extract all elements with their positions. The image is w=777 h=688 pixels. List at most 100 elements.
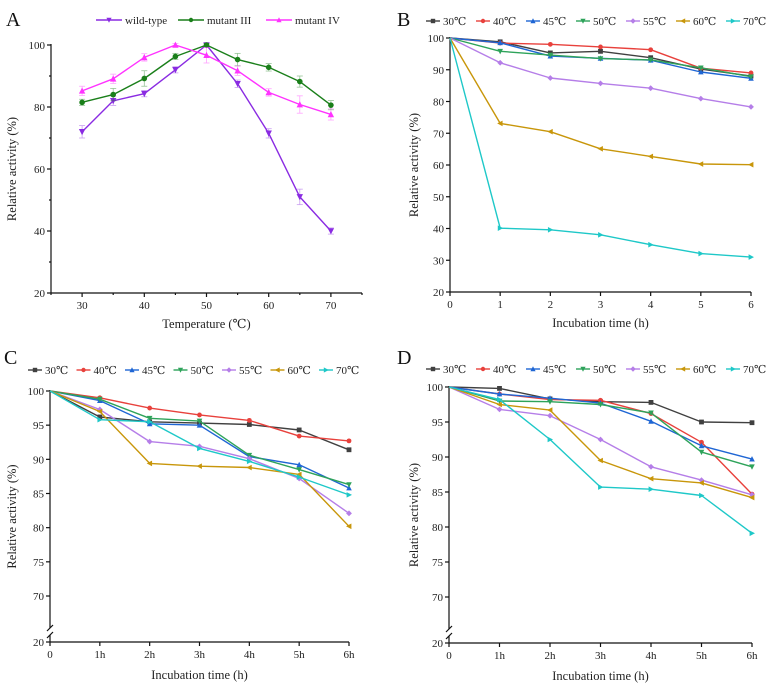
data-point: [79, 99, 85, 106]
data-point: [246, 422, 252, 427]
legend-label: 50℃: [191, 365, 214, 377]
y-tick-label: 20: [433, 287, 445, 299]
legend-marker: [630, 366, 636, 372]
data-point: [749, 456, 755, 462]
data-point: [147, 405, 153, 411]
y-axis-title: Relative activity (%): [407, 113, 421, 217]
series-50-: [49, 390, 352, 488]
x-tick-label: 6h: [747, 650, 759, 662]
data-point: [597, 436, 604, 443]
data-point: [496, 391, 503, 397]
data-point: [265, 64, 272, 71]
data-point: [246, 452, 253, 459]
x-tick-label: 6: [748, 299, 754, 311]
data-point: [203, 42, 210, 48]
data-point: [297, 78, 303, 85]
data-point: [699, 419, 704, 425]
data-point: [196, 422, 203, 428]
data-point: [648, 400, 654, 405]
legend-marker: [530, 366, 536, 372]
data-point: [748, 70, 754, 76]
data-point: [346, 492, 352, 498]
data-point: [598, 232, 604, 238]
legend-marker: [106, 17, 112, 23]
data-point: [497, 59, 504, 66]
data-point: [698, 250, 704, 257]
y-tick-label: 60: [34, 164, 46, 176]
legend-label: mutant IV: [295, 15, 340, 27]
legend-item: 30℃: [426, 16, 466, 28]
legend-item: 60℃: [676, 16, 716, 28]
axes: [47, 44, 363, 297]
x-tick-label: 5h: [696, 650, 708, 662]
data-point: [146, 415, 153, 422]
x-tick-label: 2: [548, 299, 554, 311]
legend-marker: [680, 366, 686, 372]
data-point: [146, 420, 153, 427]
data-point: [146, 438, 153, 445]
data-point: [647, 57, 654, 63]
axis-break-mark: [46, 631, 54, 639]
y-tick-label: 80: [34, 102, 46, 114]
data-point: [265, 89, 272, 96]
legend-label: 45℃: [142, 365, 165, 377]
series-60-: [449, 37, 754, 168]
legend-item: 40℃: [476, 16, 516, 28]
legend-item: 60℃: [676, 364, 716, 376]
series-70-: [49, 390, 352, 498]
data-point: [234, 67, 241, 74]
data-point: [497, 120, 503, 127]
x-tick-label: 0: [446, 650, 452, 662]
x-axis-title: Temperature (℃): [162, 317, 250, 331]
legend-label: wild-type: [125, 15, 167, 27]
x-tick-label: 2h: [144, 649, 156, 661]
data-point: [296, 474, 303, 480]
data-point: [597, 56, 604, 62]
y-tick-label: 100: [427, 382, 444, 394]
x-axis-title: Incubation time (h): [151, 668, 248, 682]
y-tick-label: 30: [433, 255, 445, 267]
data-point: [748, 74, 754, 80]
x-tick-label: 1h: [94, 649, 106, 661]
data-point: [296, 427, 302, 433]
data-point: [197, 412, 202, 418]
y-tick-label: 100: [29, 40, 46, 52]
data-point: [547, 128, 553, 135]
legend-marker: [430, 18, 436, 24]
legend-marker: [276, 17, 282, 23]
legend-marker: [129, 367, 135, 373]
series-line: [49, 390, 350, 486]
data-point: [346, 482, 352, 488]
data-point: [497, 48, 503, 55]
legend-item: 55℃: [626, 364, 666, 376]
data-point: [698, 68, 704, 75]
series-mutant-iv: [78, 41, 335, 121]
x-tick-label: 1h: [494, 650, 506, 662]
data-point: [110, 91, 116, 98]
data-point: [327, 111, 335, 118]
y-tick-label: 75: [33, 557, 45, 569]
x-axis-title: Incubation time (h): [552, 669, 649, 683]
y-axis-title: Relative activity (%): [5, 464, 19, 568]
legend-marker: [480, 18, 486, 24]
data-point: [296, 471, 302, 478]
x-tick-label: 50: [201, 300, 213, 312]
y-tick-label: 20: [33, 637, 45, 649]
x-tick-label: 4: [648, 299, 654, 311]
legend-label: 40℃: [94, 365, 117, 377]
data-point: [172, 41, 179, 48]
data-point: [497, 386, 502, 391]
data-point: [648, 486, 654, 492]
data-point: [234, 56, 241, 63]
series-45-: [449, 37, 754, 81]
legend-marker: [81, 367, 86, 373]
data-point: [497, 396, 503, 403]
legend-marker: [580, 366, 586, 372]
data-point: [698, 480, 704, 486]
y-tick-label: 95: [33, 420, 45, 432]
legend-label: 40℃: [493, 364, 516, 376]
legend-marker: [274, 367, 280, 373]
x-tick-label: 5h: [294, 649, 306, 661]
data-point: [246, 417, 252, 423]
y-tick-label: 85: [33, 489, 45, 501]
